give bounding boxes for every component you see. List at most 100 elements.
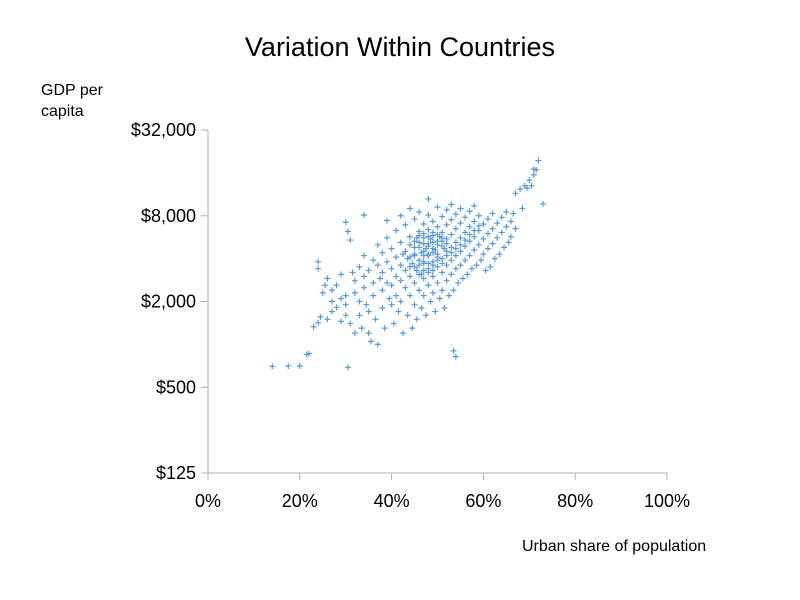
data-point xyxy=(379,305,386,312)
data-point xyxy=(517,186,524,193)
data-point xyxy=(448,216,455,223)
data-point xyxy=(503,223,510,230)
data-point xyxy=(349,269,356,276)
data-point xyxy=(425,195,432,202)
data-point xyxy=(448,257,455,264)
data-point xyxy=(489,240,496,247)
data-point xyxy=(406,273,413,280)
data-point xyxy=(406,292,413,299)
data-point xyxy=(377,275,384,282)
data-point xyxy=(478,257,485,264)
x-tick-label: 0% xyxy=(195,491,221,511)
data-point xyxy=(416,287,423,294)
data-point xyxy=(411,279,418,286)
data-point xyxy=(462,257,469,264)
data-point xyxy=(315,258,322,265)
data-point xyxy=(434,279,441,286)
data-point xyxy=(526,177,533,184)
data-point xyxy=(406,263,413,270)
data-point xyxy=(370,257,377,264)
data-point xyxy=(471,246,478,253)
data-point xyxy=(356,312,363,319)
data-point xyxy=(370,279,377,286)
x-tick-label: 20% xyxy=(282,491,318,511)
data-point xyxy=(489,225,496,232)
data-point xyxy=(457,220,464,227)
data-point xyxy=(496,251,503,258)
data-point xyxy=(443,240,450,247)
y-tick-label: $2,000 xyxy=(141,292,196,312)
data-point xyxy=(315,265,322,272)
data-point xyxy=(342,312,349,319)
data-point xyxy=(484,215,491,222)
data-point xyxy=(439,260,446,267)
data-point xyxy=(450,347,457,354)
data-point xyxy=(475,212,482,219)
data-point xyxy=(296,362,303,369)
data-point xyxy=(409,260,416,267)
data-point xyxy=(418,271,425,278)
data-point xyxy=(420,275,427,282)
data-point xyxy=(342,292,349,299)
data-point xyxy=(429,239,436,246)
data-point xyxy=(395,308,402,315)
data-point xyxy=(494,234,501,241)
data-point xyxy=(434,257,441,264)
data-point xyxy=(406,241,413,248)
data-point xyxy=(374,262,381,269)
data-point xyxy=(347,237,354,244)
data-point xyxy=(361,273,368,280)
data-point xyxy=(372,316,379,323)
data-point xyxy=(429,262,436,269)
data-point xyxy=(411,301,418,308)
data-point xyxy=(528,182,535,189)
data-point xyxy=(448,249,455,256)
data-point xyxy=(400,330,407,337)
data-point xyxy=(535,157,542,164)
data-point xyxy=(406,205,413,212)
data-point xyxy=(397,262,404,269)
data-point xyxy=(367,338,374,345)
y-tick-label: $125 xyxy=(156,463,196,483)
data-point xyxy=(445,292,452,299)
data-point xyxy=(397,212,404,219)
data-point xyxy=(269,363,276,370)
data-point xyxy=(319,289,326,296)
data-point xyxy=(420,252,427,259)
data-point xyxy=(457,248,464,255)
x-axis-label: Urban share of population xyxy=(522,538,707,555)
data-point xyxy=(425,260,432,267)
data-point xyxy=(439,229,446,236)
data-point xyxy=(455,279,462,286)
data-point xyxy=(425,211,432,218)
data-point xyxy=(374,341,381,348)
data-point xyxy=(413,267,420,274)
data-point xyxy=(361,211,368,218)
data-point xyxy=(533,166,540,173)
data-point xyxy=(443,206,450,213)
data-point xyxy=(429,273,436,280)
data-point xyxy=(351,289,358,296)
data-point xyxy=(487,263,494,270)
data-point xyxy=(448,201,455,208)
data-point xyxy=(344,228,351,235)
data-point xyxy=(344,364,351,371)
x-tick-label: 100% xyxy=(644,491,690,511)
data-point xyxy=(443,277,450,284)
data-point xyxy=(317,313,324,320)
data-point xyxy=(471,202,478,209)
y-tick-label: $500 xyxy=(156,377,196,397)
data-point xyxy=(452,239,459,246)
data-point xyxy=(482,267,489,274)
data-point xyxy=(457,234,464,241)
data-point xyxy=(384,234,391,241)
data-point xyxy=(374,241,381,248)
data-point xyxy=(462,214,469,221)
data-point xyxy=(462,237,469,244)
data-point xyxy=(462,229,469,236)
data-point xyxy=(439,234,446,241)
data-point xyxy=(310,323,317,330)
data-point xyxy=(356,298,363,305)
data-point xyxy=(404,312,411,319)
